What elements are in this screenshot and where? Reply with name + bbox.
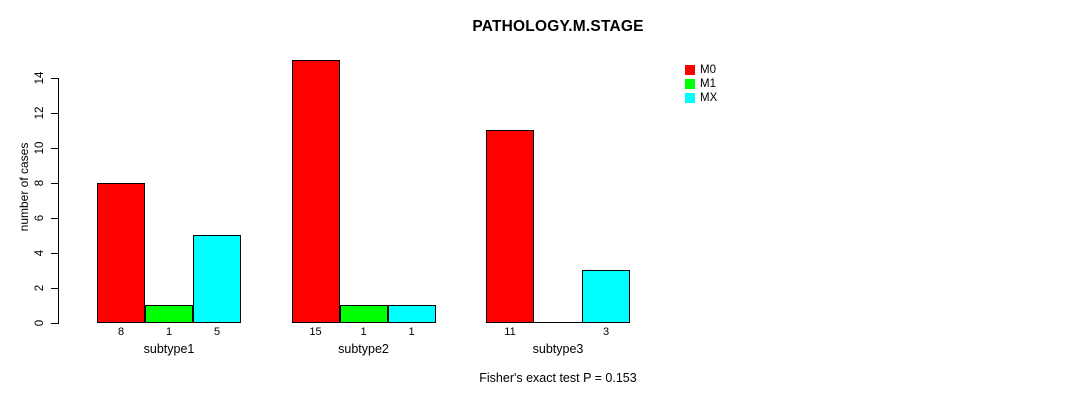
y-axis-tick bbox=[51, 288, 58, 289]
legend-swatch-M1 bbox=[685, 79, 695, 89]
legend-item-M0: M0 bbox=[685, 63, 717, 77]
y-axis-tick bbox=[51, 148, 58, 149]
y-axis-tick-label: 12 bbox=[34, 106, 46, 120]
y-axis-tick-label: 0 bbox=[34, 319, 46, 327]
category-label-subtype2: subtype2 bbox=[338, 342, 389, 356]
legend-label: MX bbox=[700, 92, 718, 104]
bar-value-label: 1 bbox=[408, 326, 415, 338]
bar-value-label: 5 bbox=[213, 326, 221, 338]
bar-value-label: 3 bbox=[602, 326, 610, 338]
y-axis-tick-label: 4 bbox=[34, 249, 46, 257]
y-axis-tick bbox=[51, 183, 58, 184]
y-axis-tick bbox=[51, 218, 58, 219]
y-axis-tick bbox=[51, 323, 58, 324]
y-axis-tick-label: 14 bbox=[34, 71, 46, 85]
category-label-subtype3: subtype3 bbox=[532, 342, 584, 356]
footnote-text: Fisher's exact test P = 0.153 bbox=[479, 371, 637, 385]
y-axis-tick-label: 2 bbox=[34, 284, 46, 292]
y-axis-tick bbox=[51, 253, 58, 254]
bar-MX-subtype2 bbox=[387, 305, 436, 323]
bar-M1-subtype3-zero bbox=[534, 322, 582, 323]
legend-swatch-MX bbox=[685, 93, 695, 103]
bar-value-label: 8 bbox=[117, 326, 125, 338]
y-axis-label-text: number of cases bbox=[17, 142, 31, 232]
bar-M1-subtype1 bbox=[145, 305, 193, 323]
chart-title: PATHOLOGY.M.STAGE bbox=[472, 18, 644, 35]
bar-value-label: 11 bbox=[504, 326, 516, 338]
bar-MX-subtype3 bbox=[582, 270, 630, 323]
bar-value-label: 1 bbox=[360, 326, 367, 338]
legend-swatch-M0 bbox=[685, 65, 695, 75]
y-axis-tick-label: 6 bbox=[34, 214, 46, 222]
bar-value-label: 15 bbox=[309, 326, 322, 338]
bar-M1-subtype2 bbox=[339, 305, 388, 323]
y-axis-line bbox=[58, 78, 59, 324]
legend-item-MX: MX bbox=[685, 91, 717, 105]
bar-M0-subtype3 bbox=[486, 130, 534, 323]
legend: M0 M1 MX bbox=[685, 63, 717, 105]
bar-M0-subtype2 bbox=[291, 60, 340, 323]
category-label-subtype1: subtype1 bbox=[143, 342, 195, 356]
y-axis-tick bbox=[51, 78, 58, 79]
legend-label: M1 bbox=[700, 78, 716, 90]
legend-item-M1: M1 bbox=[685, 77, 717, 91]
bar-value-label: 1 bbox=[165, 326, 173, 338]
y-axis-tick-label: 8 bbox=[34, 179, 46, 187]
y-axis-tick bbox=[51, 113, 58, 114]
y-axis-tick-label: 10 bbox=[34, 141, 46, 155]
legend-label: M0 bbox=[700, 64, 716, 76]
bar-MX-subtype1 bbox=[193, 235, 241, 323]
bar-M0-subtype1 bbox=[97, 183, 145, 323]
